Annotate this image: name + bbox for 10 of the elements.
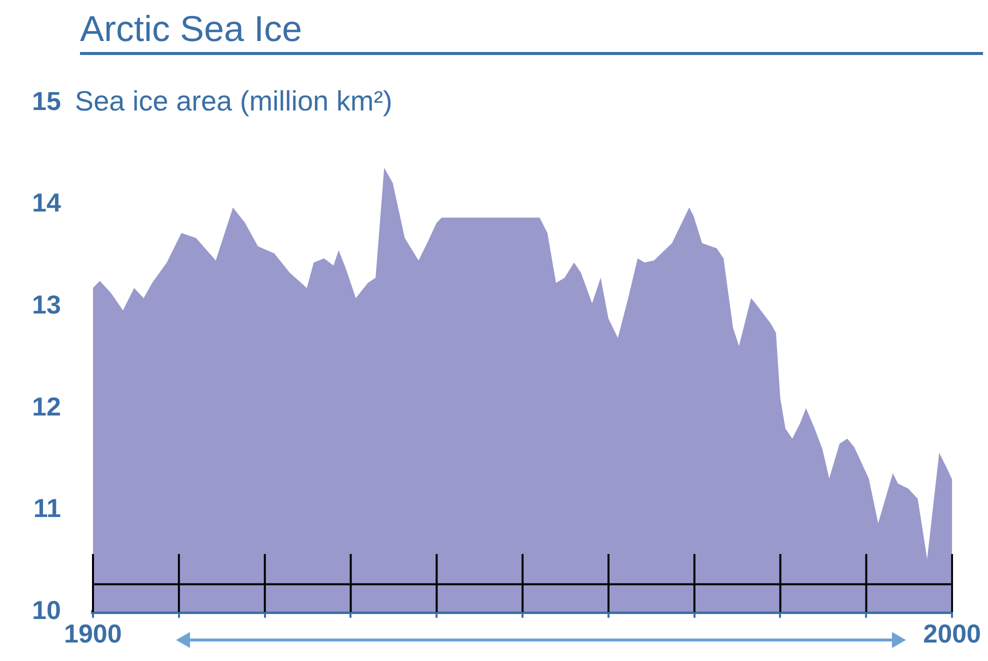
y-tick-label: 12 — [32, 391, 61, 422]
x-tick-label: 1900 — [64, 618, 122, 649]
chart-title: Arctic Sea Ice — [80, 8, 983, 55]
y-tick-label: 15 — [32, 86, 61, 116]
y-tick-label: 10 — [32, 594, 61, 625]
y-axis-title: Sea ice area (million km²) — [74, 85, 392, 116]
y-tick-label: 11 — [33, 493, 61, 524]
y-tick-label: 14 — [32, 188, 62, 218]
y-tick-label: 13 — [32, 289, 61, 320]
x-tick-label: 2000 — [923, 618, 981, 649]
